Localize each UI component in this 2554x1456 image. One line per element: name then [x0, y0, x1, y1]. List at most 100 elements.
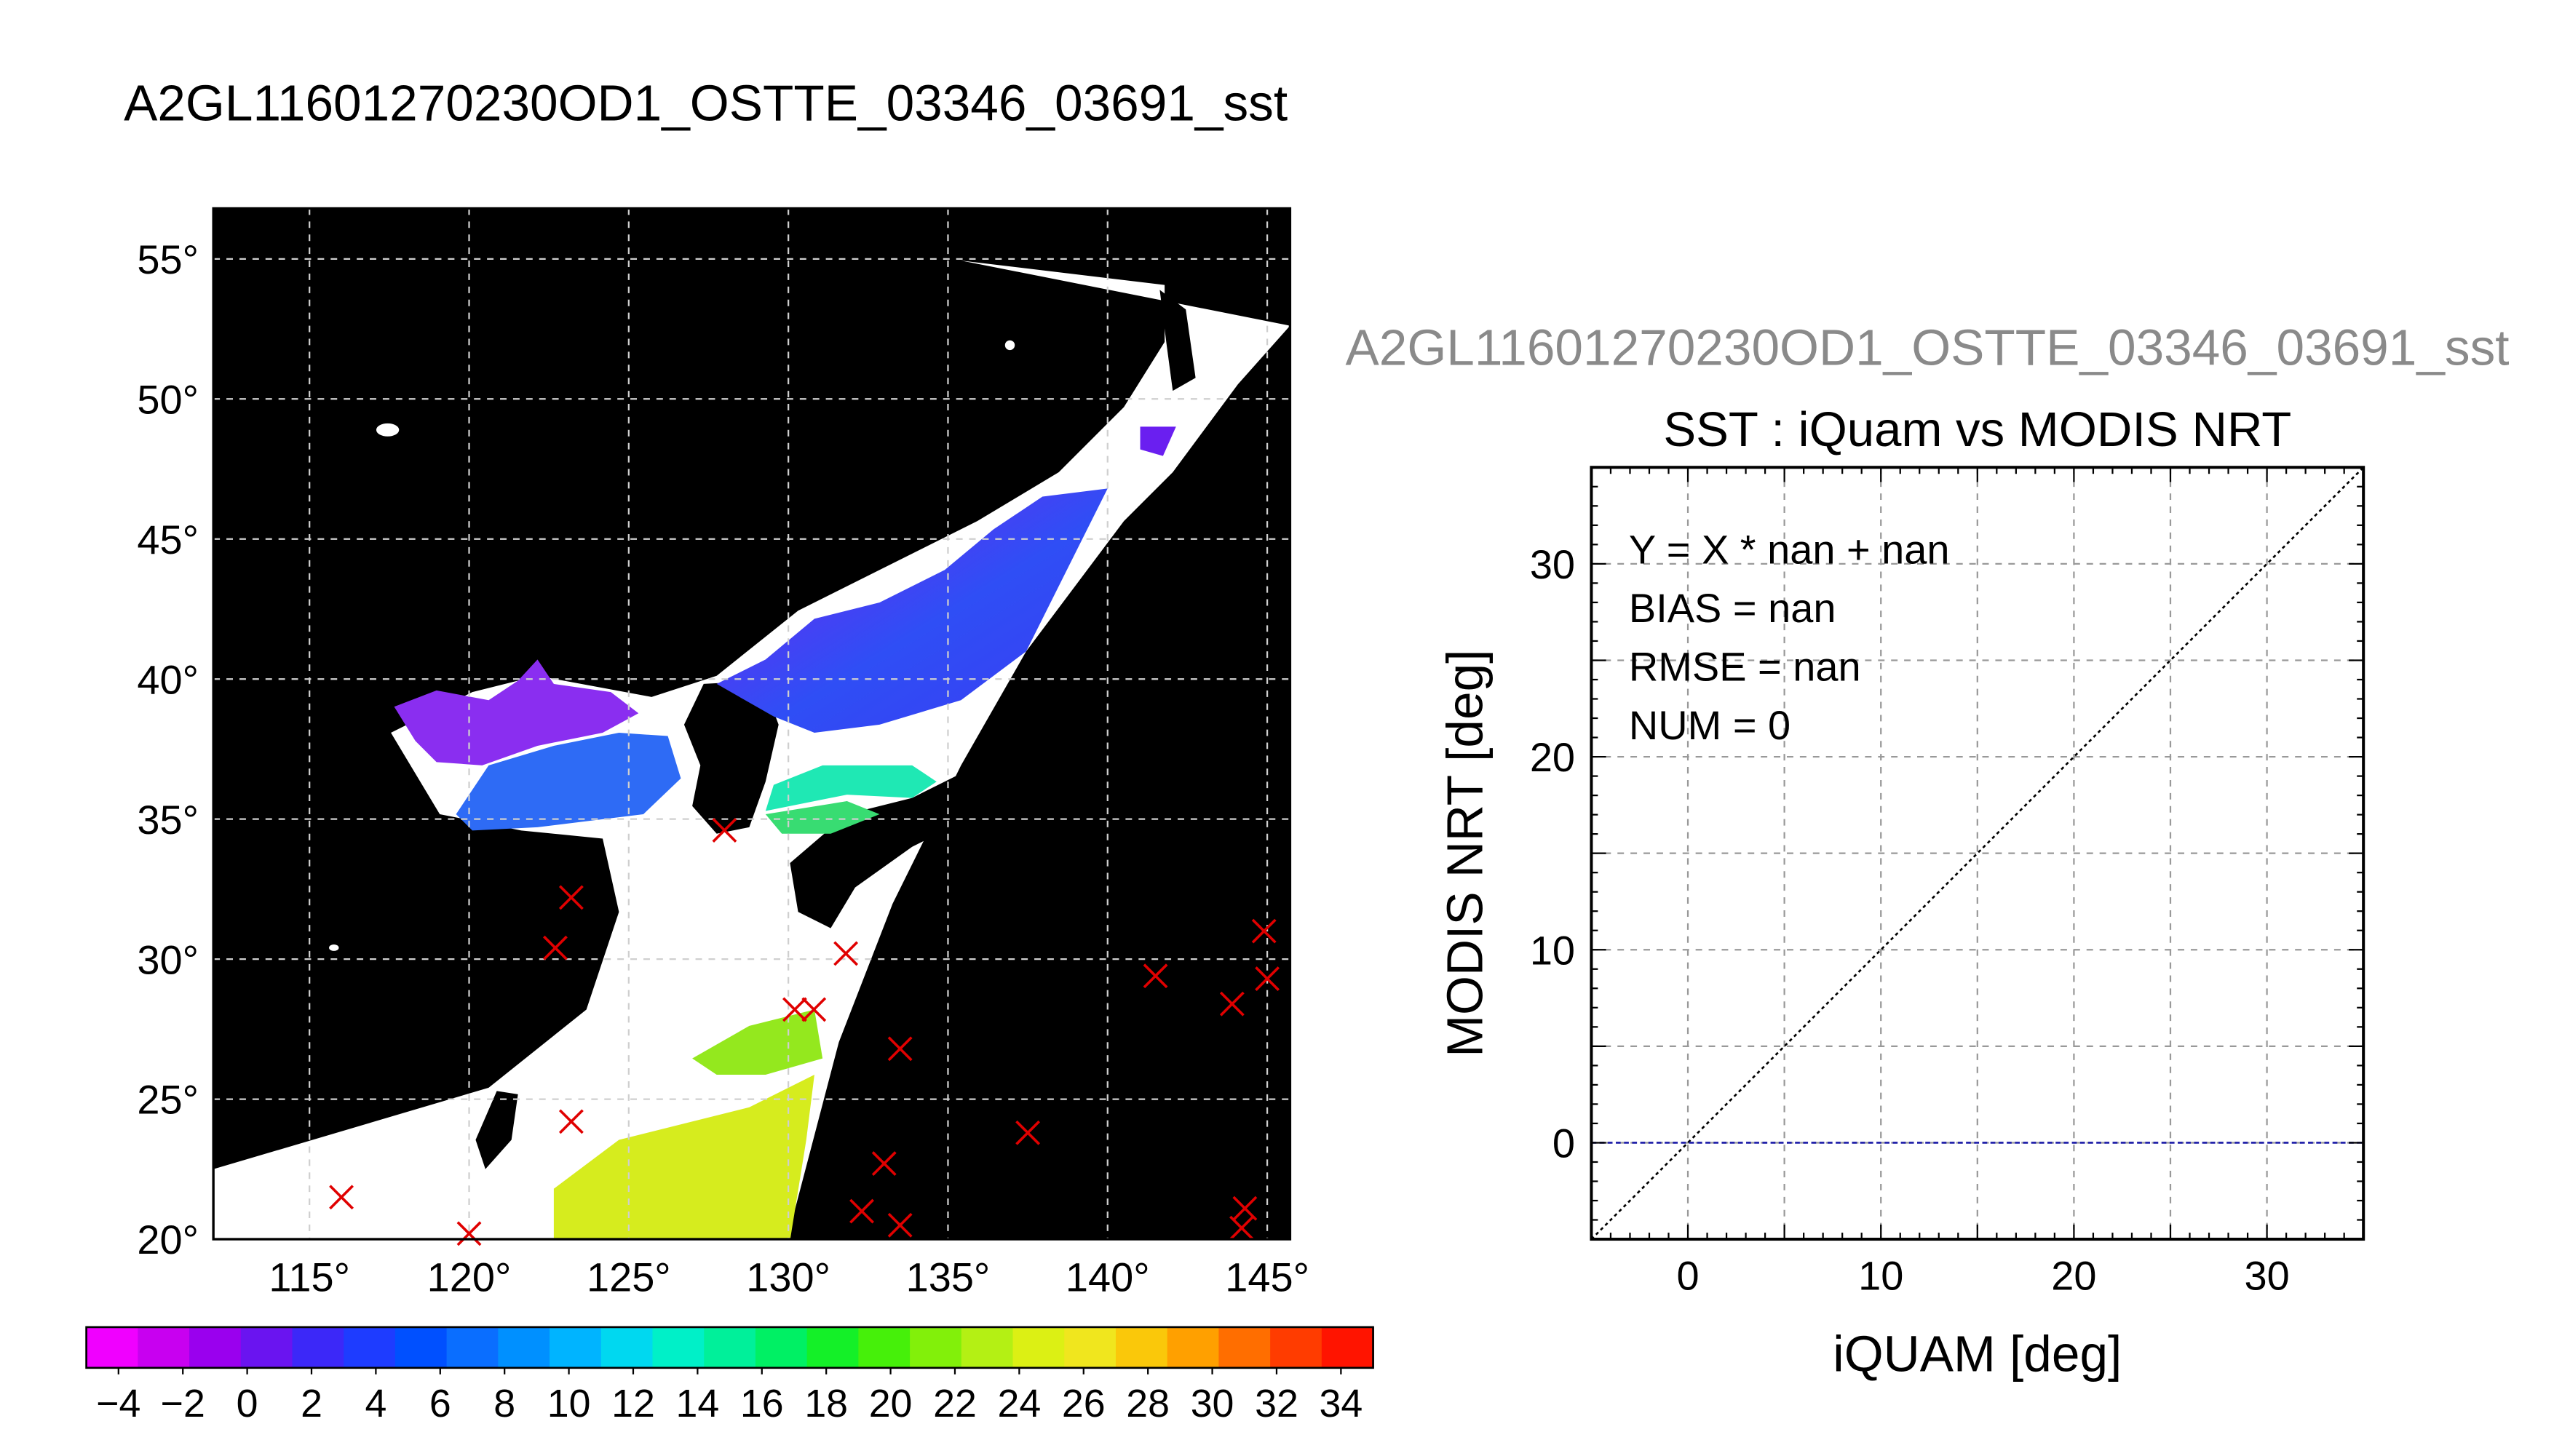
lat-tick-label: 55° [137, 236, 199, 282]
sst-korea-strait [765, 765, 937, 811]
colorbar-cell [344, 1326, 397, 1368]
map-frame [212, 207, 1292, 1241]
lon-tick-label: 115° [269, 1254, 350, 1300]
x-axis-label: iQUAM [deg] [1833, 1325, 2122, 1382]
lat-tick-label: 35° [137, 797, 199, 843]
colorbar-label: 28 [1126, 1382, 1170, 1425]
lon-tick-label: 120° [427, 1254, 512, 1300]
land-sakhalin [1159, 290, 1196, 391]
colorbar-label: 20 [869, 1382, 913, 1425]
colorbar-cell [755, 1326, 808, 1368]
colorbar-label: 0 [237, 1382, 258, 1425]
land-japan [790, 602, 1157, 928]
stats-line: BIAS = nan [1629, 585, 1836, 631]
land-patch [376, 423, 400, 437]
lat-tick-label: 45° [137, 517, 199, 562]
colorbar-cell [1270, 1326, 1323, 1368]
y-tick-label: 10 [1530, 927, 1575, 973]
stats-line: NUM = 0 [1629, 702, 1790, 748]
y-tick-labels: 0 10 20 30 [1530, 541, 1575, 1166]
buoy-marker [456, 1221, 482, 1246]
x-tick-label: 0 [1676, 1252, 1699, 1298]
colorbar-cell [1321, 1326, 1374, 1368]
main-title: A2GL11601270230OD1_OSTTE_03346_03691_sst [124, 75, 1288, 132]
colorbar-cell [240, 1326, 293, 1368]
buoy-marker [833, 941, 859, 966]
buoy-marker [1251, 918, 1277, 944]
colorbar-cell [550, 1326, 603, 1368]
colorbar-label: 30 [1191, 1382, 1234, 1425]
buoy-marker [782, 997, 807, 1022]
x-tick-label: 20 [2051, 1252, 2096, 1298]
lon-tick-label: 135° [906, 1254, 991, 1300]
colorbar-label: 22 [933, 1382, 977, 1425]
colorbar-label: 4 [365, 1382, 386, 1425]
buoy-marker [558, 1109, 584, 1134]
scatter-panel: A2GL11601270230OD1_OSTTE_03346_03691_sst… [1346, 319, 2510, 1382]
colorbar-label: 24 [998, 1382, 1042, 1425]
lon-tick-labels: 115° 120° 125° 130° 135° 140° 145° [269, 1254, 1309, 1300]
land-taiwan [475, 1091, 518, 1169]
y-tick-label: 20 [1530, 734, 1575, 780]
colorbar-cell [498, 1326, 551, 1368]
x-tick-label: 10 [1858, 1252, 1903, 1298]
colorbar-cell [446, 1326, 499, 1368]
sst-yellow-sea [456, 733, 681, 831]
colorbar-cell [1167, 1326, 1220, 1368]
colorbar-cell [961, 1326, 1014, 1368]
lat-tick-label: 50° [137, 376, 199, 422]
lat-tick-labels: 20° 25° 30° 35° 40° 45° 50° 55° [137, 236, 199, 1262]
colorbar-cell [394, 1326, 448, 1368]
colorbar-frame [85, 1326, 1374, 1369]
colorbar-cell [86, 1326, 139, 1368]
buoy-marker [849, 1198, 874, 1224]
colorbar-cell [704, 1326, 757, 1368]
buoy-marker [1255, 966, 1280, 991]
lon-tick-label: 145° [1225, 1254, 1309, 1300]
colorbar-label: 2 [301, 1382, 322, 1425]
colorbar-cell [292, 1326, 345, 1368]
colorbar-cell [600, 1326, 654, 1368]
buoy-marker [712, 818, 737, 843]
sst-north-swath [1140, 426, 1176, 456]
buoy-markers [329, 818, 1280, 1246]
land-patch [1004, 340, 1015, 351]
buoy-marker [543, 935, 568, 960]
colorbar-label: 6 [429, 1382, 451, 1425]
buoy-marker [1015, 1120, 1041, 1145]
x-tick-labels: 0 10 20 30 [1676, 1252, 2289, 1298]
y-tick-label: 0 [1552, 1121, 1575, 1166]
colorbar-label: 12 [611, 1382, 655, 1425]
buoy-marker [329, 1185, 354, 1210]
colorbar-label: 26 [1062, 1382, 1106, 1425]
colorbar-label: 32 [1255, 1382, 1298, 1425]
colorbar-label: 14 [676, 1382, 720, 1425]
colorbar-label: −4 [96, 1382, 140, 1425]
y-axis-label: MODIS NRT [deg] [1436, 650, 1493, 1057]
scatter-title: SST : iQuam vs MODIS NRT [1663, 402, 2291, 457]
colorbar-label: 16 [740, 1382, 784, 1425]
buoy-marker [801, 997, 827, 1022]
stats-box: Y = X * nan + nan BIAS = nan RMSE = nan … [1629, 526, 1950, 748]
sst-japan-sea [716, 488, 1108, 733]
land-korea [683, 680, 779, 834]
colorbar-cell [858, 1326, 911, 1368]
colorbar-label: 18 [804, 1382, 848, 1425]
land-patch [329, 944, 339, 951]
lat-tick-label: 25° [137, 1077, 199, 1123]
lon-tick-label: 130° [746, 1254, 830, 1300]
colorbar-cell [652, 1326, 705, 1368]
lon-tick-label: 125° [587, 1254, 671, 1300]
colorbar-cell [1115, 1326, 1169, 1368]
colorbar-label: 34 [1319, 1382, 1363, 1425]
colorbar-label: 10 [547, 1382, 591, 1425]
buoy-marker [887, 1036, 913, 1062]
buoy-marker [558, 885, 584, 910]
colorbar-cell [1218, 1326, 1272, 1368]
plot-minor-ticks [1590, 466, 2365, 1241]
colorbar-label: −2 [161, 1382, 205, 1425]
sst-east-china-sea [765, 801, 880, 834]
colorbar-cell [138, 1326, 191, 1368]
colorbar-cell [1012, 1326, 1066, 1368]
y-tick-label: 30 [1530, 541, 1575, 587]
